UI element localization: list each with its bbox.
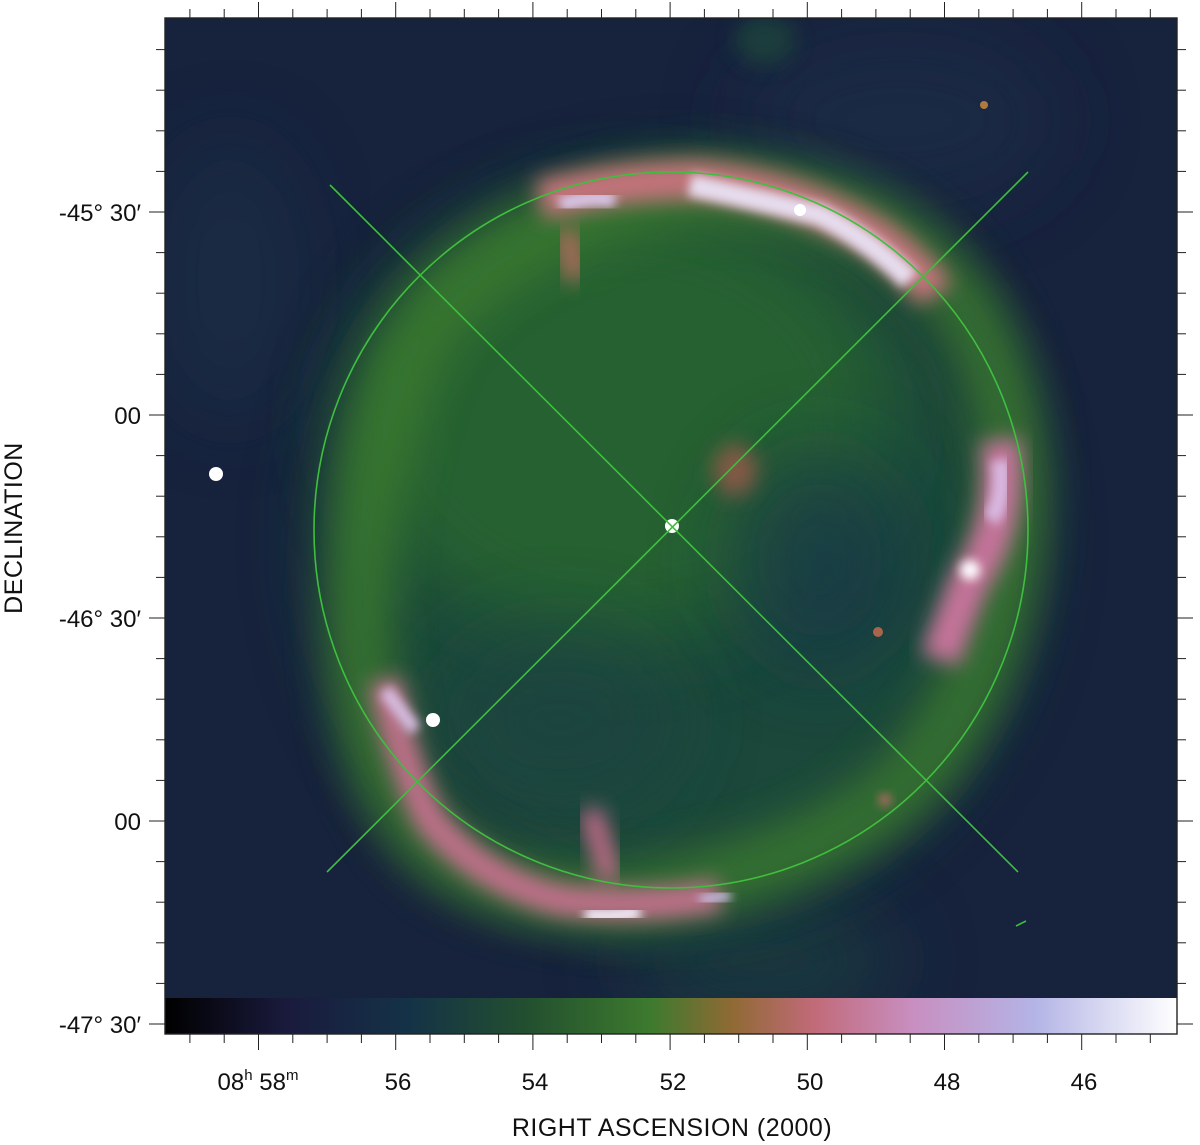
dec-tick-label: 00 (114, 403, 141, 430)
ra-tick-label: 52 (660, 1069, 687, 1096)
colorbar (165, 998, 1177, 1034)
ra-tick-label: 46 (1071, 1069, 1098, 1096)
dec-tick-labels: -45° 30′ 00 -46° 30′ 00 -47° 30′ (59, 200, 142, 1039)
dec-tick-label: -47° 30′ (59, 1012, 142, 1039)
dec-tick-label: 00 (114, 809, 141, 836)
ra-tick-label: 48 (934, 1069, 961, 1096)
ra-tick-label: 56 (385, 1069, 412, 1096)
dec-tick-label: -46° 30′ (59, 606, 142, 633)
ra-tick-label: 54 (522, 1069, 549, 1096)
ra-tick-label: 50 (797, 1069, 824, 1096)
axis-ticks (149, 2, 1193, 1050)
overlay-circle-cross (313, 171, 1029, 927)
y-axis-title: DECLINATION (0, 442, 28, 614)
x-axis-title: RIGHT ASCENSION (2000) (512, 1114, 832, 1142)
overlay-cross-line-1 (329, 184, 1019, 873)
dec-tick-label: -45° 30′ (59, 200, 142, 227)
overlay-circle (313, 171, 1029, 889)
sky-image (165, 18, 1177, 998)
plot-frame (164, 17, 1178, 1035)
ra-tick-labels: 08h 58m 56 54 52 50 48 46 (218, 1067, 1098, 1096)
ra-tick-label: 08h 58m (218, 1067, 299, 1096)
overlay-cross-line-2 (326, 171, 1029, 873)
